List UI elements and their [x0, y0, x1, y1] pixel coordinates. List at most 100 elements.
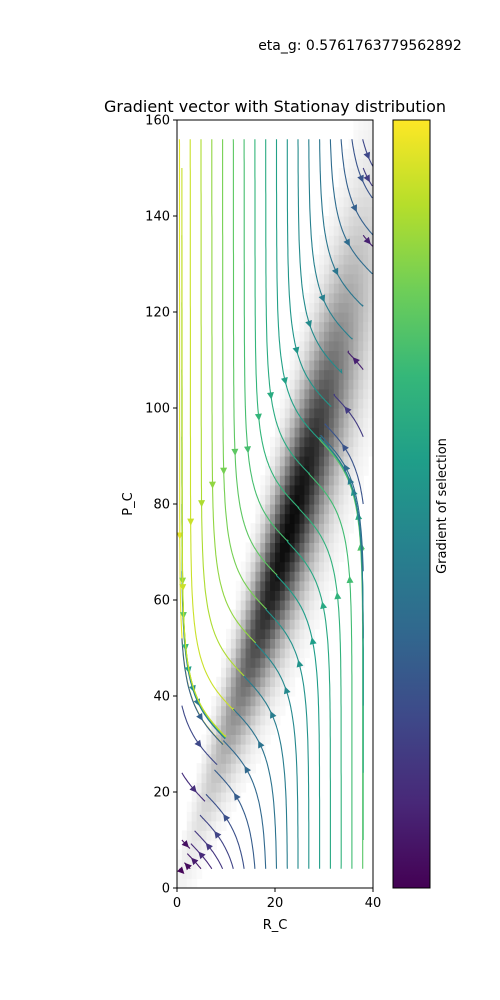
density-cell — [187, 802, 193, 812]
density-cell — [300, 446, 306, 456]
density-cell — [309, 350, 315, 360]
density-cell — [314, 456, 320, 466]
density-cell — [231, 782, 237, 792]
density-cell — [265, 590, 271, 600]
density-cell — [344, 322, 350, 332]
density-cell — [187, 869, 193, 879]
density-cell — [236, 763, 242, 773]
density-cell — [358, 245, 364, 255]
density-cell — [275, 696, 281, 706]
density-cell — [319, 514, 325, 524]
density-cell — [358, 216, 364, 226]
density-cell — [221, 715, 227, 725]
density-cell — [285, 398, 291, 408]
density-cell — [304, 552, 310, 562]
density-cell — [349, 312, 355, 322]
density-cell — [300, 571, 306, 581]
density-cell — [221, 763, 227, 773]
density-cell — [309, 542, 315, 552]
density-cell — [295, 619, 301, 629]
density-cell — [309, 302, 315, 312]
density-cell — [206, 782, 212, 792]
colorbar — [393, 120, 430, 888]
density-cell — [304, 638, 310, 648]
density-cell — [358, 446, 364, 456]
density-cell — [216, 754, 222, 764]
density-cell — [319, 542, 325, 552]
y-axis: 0 20 40 60 80 100 120 140 160 — [145, 114, 177, 897]
density-cell — [192, 821, 198, 831]
y-tick-label: 160 — [145, 114, 170, 129]
density-cell — [285, 619, 291, 629]
density-cell — [275, 648, 281, 658]
density-cell — [226, 638, 232, 648]
density-cell — [290, 533, 296, 543]
density-cell — [260, 677, 266, 687]
density-cell — [363, 418, 369, 428]
density-cell — [265, 734, 271, 744]
density-cell — [349, 245, 355, 255]
density-cell — [295, 360, 301, 370]
density-cell — [280, 658, 286, 668]
density-cell — [280, 590, 286, 600]
density-cell — [309, 504, 315, 514]
y-tick-label: 60 — [153, 594, 170, 609]
density-cell — [344, 245, 350, 255]
density-cell — [275, 658, 281, 668]
density-cell — [353, 341, 359, 351]
density-cell — [349, 504, 355, 514]
density-cell — [255, 696, 261, 706]
density-cell — [309, 370, 315, 380]
density-cell — [202, 802, 208, 812]
density-cell — [290, 667, 296, 677]
density-cell — [216, 811, 222, 821]
density-cell — [329, 235, 335, 245]
density-cell — [309, 581, 315, 591]
density-cell — [334, 293, 340, 303]
density-cell — [358, 389, 364, 399]
density-cell — [251, 600, 257, 610]
density-cell — [319, 494, 325, 504]
density-cell — [206, 744, 212, 754]
density-cell — [334, 235, 340, 245]
density-cell — [265, 667, 271, 677]
density-cell — [349, 264, 355, 274]
density-cell — [280, 494, 286, 504]
density-cell — [251, 552, 257, 562]
density-cell — [221, 792, 227, 802]
density-cell — [265, 533, 271, 543]
density-cell — [314, 293, 320, 303]
density-cell — [309, 456, 315, 466]
density-cell — [206, 830, 212, 840]
density-cell — [251, 629, 257, 639]
density-cell — [314, 427, 320, 437]
density-cell — [295, 466, 301, 476]
density-cell — [353, 379, 359, 389]
density-cell — [349, 360, 355, 370]
density-cell — [260, 533, 266, 543]
density-cell — [260, 715, 266, 725]
density-cell — [280, 619, 286, 629]
density-cell — [202, 782, 208, 792]
density-cell — [255, 504, 261, 514]
y-axis-label: P_C — [121, 492, 136, 515]
density-cell — [353, 283, 359, 293]
density-cell — [329, 322, 335, 332]
density-cell — [319, 312, 325, 322]
density-cell — [290, 629, 296, 639]
density-cell — [211, 696, 217, 706]
density-cell — [329, 293, 335, 303]
density-cell — [349, 437, 355, 447]
density-cell — [290, 485, 296, 495]
density-cell — [246, 552, 252, 562]
density-cell — [349, 427, 355, 437]
density-cell — [295, 533, 301, 543]
density-cell — [329, 197, 335, 207]
density-cell — [324, 341, 330, 351]
density-cell — [329, 418, 335, 428]
density-cell — [241, 686, 247, 696]
density-cell — [353, 408, 359, 418]
density-cell — [300, 322, 306, 332]
density-cell — [319, 523, 325, 533]
density-cell — [255, 677, 261, 687]
